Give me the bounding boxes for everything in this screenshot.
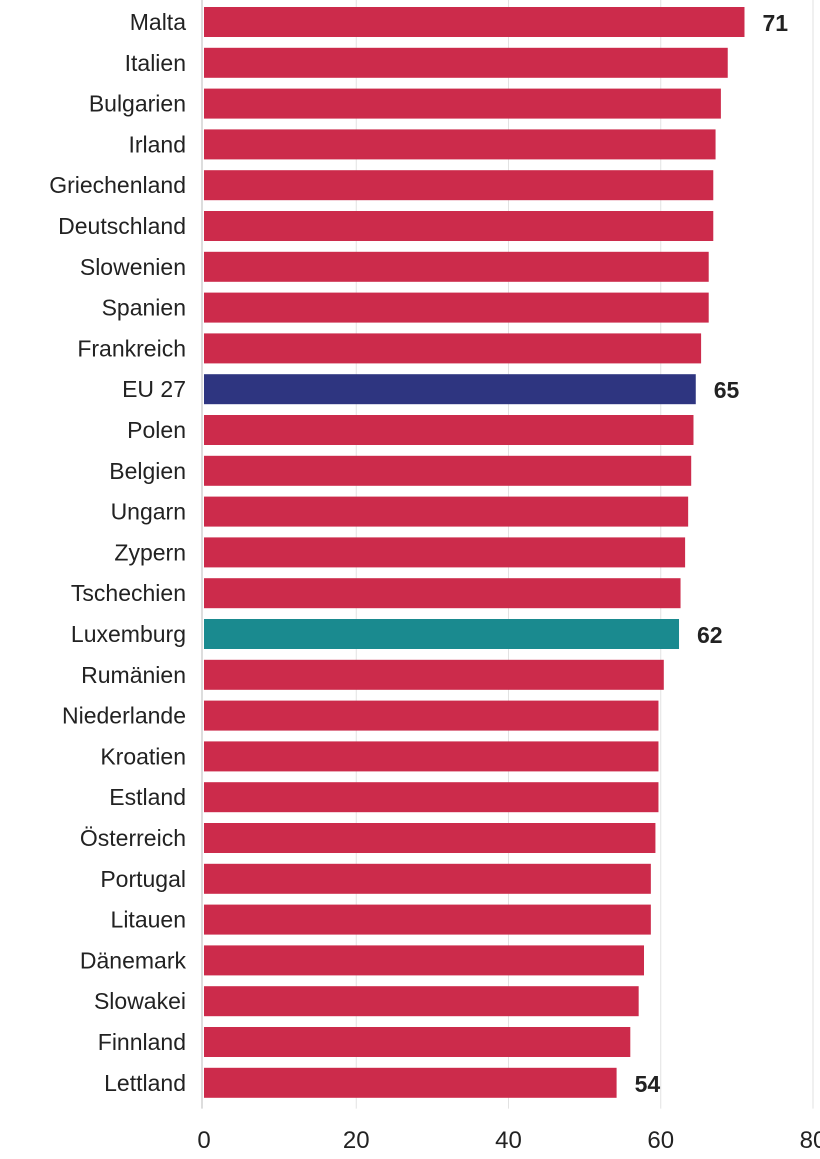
category-label: Belgien — [109, 458, 186, 484]
bar — [204, 619, 680, 649]
bar — [204, 823, 656, 853]
category-label: Italien — [125, 50, 186, 76]
bar — [204, 986, 639, 1017]
category-label: Malta — [130, 9, 186, 35]
bar — [204, 1067, 617, 1098]
bar — [204, 904, 651, 935]
bar — [204, 782, 659, 813]
category-label: Frankreich — [77, 335, 186, 361]
category-label: Slowakei — [94, 988, 186, 1014]
category-label: Portugal — [100, 866, 186, 892]
category-label: Kroatien — [100, 743, 186, 769]
x-tick-label: 0 — [197, 1127, 210, 1154]
category-label: Spanien — [102, 295, 186, 321]
bar — [204, 415, 694, 445]
bar — [204, 211, 714, 241]
category-label: Litauen — [111, 907, 186, 933]
category-label: Ungarn — [111, 499, 186, 525]
category-label: Estland — [109, 784, 186, 810]
bar — [204, 537, 686, 568]
bar — [204, 170, 714, 201]
x-tick-label: 60 — [647, 1127, 674, 1154]
bar — [204, 578, 681, 609]
category-label: Lettland — [104, 1070, 186, 1096]
bar — [204, 47, 728, 78]
category-label: Slowenien — [80, 254, 186, 280]
category-label: Dänemark — [80, 947, 187, 973]
bar — [204, 251, 709, 282]
data-label: 71 — [762, 10, 788, 36]
bar — [204, 374, 696, 405]
bar — [204, 292, 709, 323]
category-label: Österreich — [80, 825, 186, 851]
bar — [204, 333, 702, 364]
bar — [204, 496, 689, 527]
category-label: Polen — [127, 417, 186, 443]
category-label: Rumänien — [81, 662, 186, 688]
category-label: EU 27 — [122, 376, 186, 402]
category-label: Irland — [128, 131, 186, 157]
data-label: 65 — [714, 377, 740, 403]
bar — [204, 129, 716, 160]
x-tick-label: 20 — [343, 1127, 370, 1154]
bar — [204, 659, 664, 690]
x-tick-label: 40 — [495, 1127, 522, 1154]
bar — [204, 863, 651, 894]
data-label: 54 — [635, 1071, 661, 1097]
category-label: Luxemburg — [71, 621, 186, 647]
x-tick-label: 80 — [800, 1127, 820, 1154]
category-label: Deutschland — [58, 213, 186, 239]
category-label: Griechenland — [49, 172, 186, 198]
bar — [204, 945, 645, 976]
category-label: Niederlande — [62, 703, 186, 729]
bar — [204, 741, 659, 772]
bar — [204, 88, 721, 119]
category-label: Zypern — [114, 539, 186, 565]
category-label: Finnland — [98, 1029, 186, 1055]
bar — [204, 455, 692, 486]
bar — [204, 7, 745, 37]
category-label: Bulgarien — [89, 91, 186, 117]
data-label: 62 — [697, 622, 723, 648]
bar — [204, 700, 659, 731]
bar — [204, 1027, 631, 1057]
category-label: Tschechien — [71, 580, 186, 606]
